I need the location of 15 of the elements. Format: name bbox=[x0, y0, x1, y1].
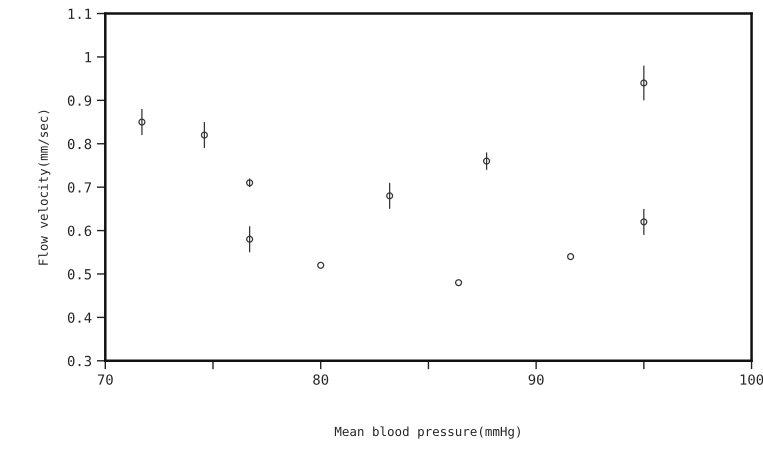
y-tick-label: 0.5 bbox=[68, 268, 91, 280]
y-tick-label: 1.1 bbox=[68, 8, 92, 19]
y-tick-label: 0.6 bbox=[68, 226, 92, 236]
y-tick-label: 0.8 bbox=[68, 138, 92, 150]
x-tick-label: 90 bbox=[528, 374, 544, 385]
y-tick-label: 0.7 bbox=[68, 182, 92, 193]
x-tick-label: 80 bbox=[313, 374, 328, 385]
y-tick-label: 0.3 bbox=[68, 356, 92, 366]
x-axis-title: Mean blood pressure(mmHg) bbox=[334, 426, 520, 439]
y-tick-label: 0.4 bbox=[68, 312, 92, 323]
y-tick-label: 0.9 bbox=[68, 95, 92, 106]
x-tick-label: 70 bbox=[98, 374, 113, 385]
x-tick-label: 100 bbox=[740, 374, 763, 385]
y-axis-title: Flow velocity(mm/sec) bbox=[38, 110, 50, 265]
y-tick-label: 1 bbox=[85, 52, 92, 62]
